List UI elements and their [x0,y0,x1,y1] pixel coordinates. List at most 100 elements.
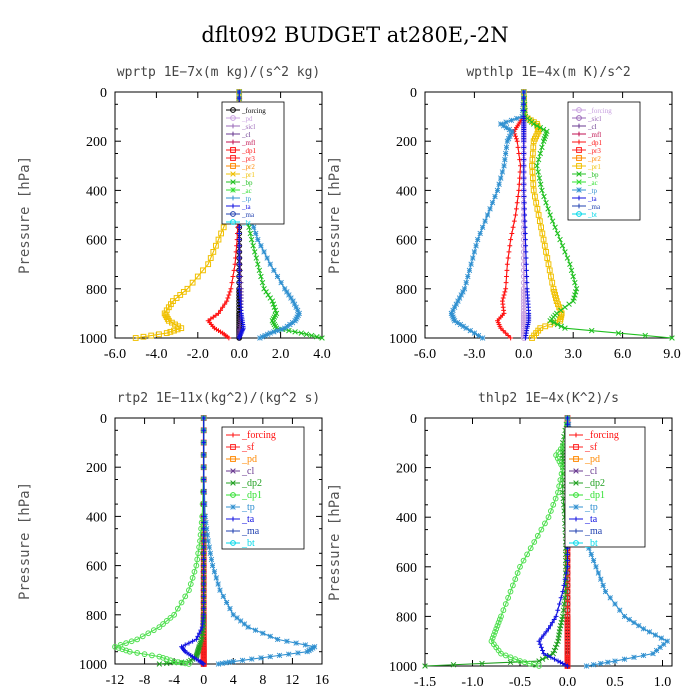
data-point [205,538,211,544]
data-point [512,576,519,583]
data-point [271,304,278,311]
data-point [547,508,554,514]
data-point [550,501,557,508]
data-point [538,224,544,231]
data-point [556,483,563,490]
data-point [126,648,133,655]
data-point [156,653,163,660]
data-point [521,101,527,107]
data-point [201,593,207,599]
legend-label: _pd [241,115,253,123]
data-point [660,641,667,648]
data-point [508,131,514,137]
x-tick-label: -12 [106,673,125,688]
data-point [564,607,571,614]
data-point [253,230,259,237]
data-point [255,261,261,267]
data-point [567,261,573,267]
data-point [555,489,561,496]
data-point [658,635,665,641]
data-point [564,635,571,642]
data-point [228,286,234,292]
data-point [182,593,189,600]
x-tick-label: -6.0 [104,347,126,362]
data-point [565,552,570,557]
y-tick-label: 600 [86,560,107,575]
data-point [522,218,528,224]
y-tick-label: 600 [396,234,417,249]
data-point [505,136,512,142]
data-point [530,181,537,188]
data-point [256,267,263,274]
series-dp1 [112,415,207,667]
legend-label: _pr3 [587,147,601,155]
data-point [529,169,536,175]
legend-label: _forcing [241,107,266,115]
data-point [198,627,204,633]
legend-marker [230,203,236,209]
data-point [524,280,530,286]
data-point [204,532,211,538]
data-point [492,193,498,200]
series-line [490,417,569,667]
data-point [521,138,527,144]
data-point [513,212,518,218]
data-point [237,618,244,624]
data-point [246,224,252,231]
legend-marker [576,211,582,217]
data-point [167,657,174,664]
legend-marker [230,516,236,522]
data-point [562,325,568,331]
data-point [558,461,564,468]
data-point [201,606,207,612]
legend-marker [230,131,236,137]
data-point [501,292,507,298]
legend-marker [230,163,236,169]
data-point [260,630,266,636]
data-point [492,629,498,635]
y-tick-label: 400 [86,510,107,525]
data-point [657,644,663,651]
y-tick-label: 400 [86,184,107,199]
legend-label: _dp2 [241,478,262,489]
y-tick-label: 200 [86,135,107,150]
data-point [201,514,207,519]
data-point [541,651,547,656]
data-point [512,656,519,663]
legend-label: _tp [584,502,598,513]
data-point [451,318,458,324]
data-point [487,206,493,212]
data-point [201,557,207,562]
series-ta [521,89,532,341]
data-point [557,236,563,243]
x-tick-label: 3.0 [564,347,582,362]
data-point [511,218,517,224]
data-point [236,255,242,261]
legend-marker [230,219,236,225]
legend-label: _ma [584,526,603,537]
data-point [507,588,514,595]
data-point [562,595,568,601]
data-point [173,295,180,301]
data-point [607,595,613,601]
data-point [536,658,542,664]
legend-label: _dp1 [587,139,603,147]
data-point [199,624,205,630]
data-point [540,126,547,133]
data-point [494,622,501,629]
data-point [274,636,281,643]
legend-label: _ta [584,514,598,525]
data-point [148,332,155,339]
data-point [150,627,157,634]
data-point [189,279,196,286]
data-point [551,288,558,295]
data-point [239,657,246,664]
legend-marker [230,528,236,534]
data-point [201,550,207,556]
data-point [550,650,557,657]
data-point [590,662,597,668]
data-point [201,477,207,482]
legend-marker [230,179,236,185]
legend-marker [573,432,579,438]
series-tp [200,415,318,667]
